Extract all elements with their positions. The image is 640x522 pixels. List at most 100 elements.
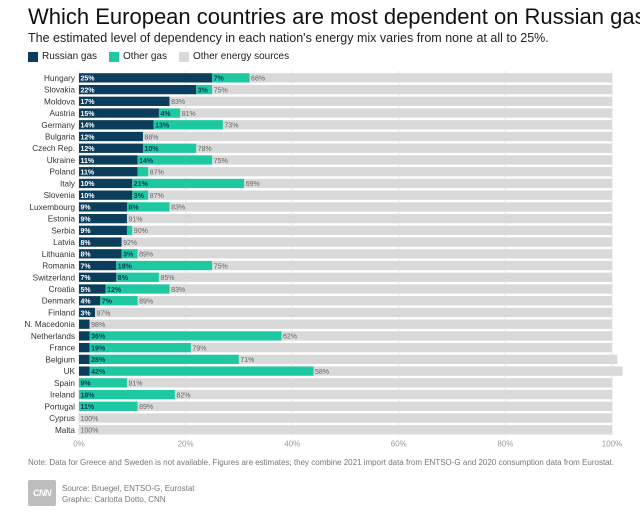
bar-other-energy-sources-cyprus (79, 413, 612, 423)
data-label-russian-gas-slovenia: 10% (81, 193, 96, 200)
bar-other-gas-luxembourg (126, 202, 170, 212)
bar-other-energy-sources-romania (212, 260, 612, 271)
legend-item-other-energy: Other energy sources (178, 50, 289, 64)
data-label-other-energy-sources-latvia: 92% (123, 240, 137, 247)
x-tick-label-60: 60% (391, 440, 407, 449)
data-label-other-energy-sources-ukraine: 75% (214, 158, 228, 165)
category-label-croatia: Croatia (49, 285, 76, 294)
data-label-other-gas-italy: 21% (134, 181, 149, 188)
category-label-luxembourg: Luxembourg (29, 203, 75, 212)
category-label-denmark: Denmark (42, 297, 76, 306)
bar-russian-gas-slovenia (79, 190, 133, 200)
bar-other-gas-uk (89, 366, 314, 376)
data-label-other-energy-sources-bulgaria: 88% (144, 134, 158, 141)
bar-other-gas-lithuania (121, 249, 138, 259)
bar-other-energy-sources-spain (126, 378, 612, 388)
data-label-other-energy-sources-slovenia: 87% (150, 193, 164, 200)
bar-russian-gas-uk (79, 366, 90, 376)
data-label-other-gas-slovenia: 3% (134, 193, 145, 200)
data-label-russian-gas-estonia: 9% (81, 216, 92, 223)
bar-russian-gas-estonia (79, 213, 127, 224)
x-tick-label-0: 0% (73, 440, 85, 449)
data-label-other-energy-sources-czech-rep: 78% (198, 146, 212, 153)
bar-other-energy-sources-malta (79, 425, 612, 435)
category-label-n-macedonia: N. Macedonia (24, 320, 75, 329)
category-label-france: France (50, 344, 76, 353)
bar-russian-gas-belgium (79, 354, 90, 365)
bar-other-energy-sources-n-macedonia (89, 319, 612, 329)
bar-other-energy-sources-denmark (137, 296, 612, 306)
data-label-other-energy-sources-finland: 97% (96, 310, 110, 317)
data-label-russian-gas-bulgaria: 12% (81, 134, 96, 141)
data-label-other-energy-sources-france: 79% (192, 345, 206, 352)
bar-other-gas-romania (116, 260, 213, 271)
data-label-russian-gas-hungary: 25% (81, 76, 96, 83)
category-label-switzerland: Switzerland (33, 273, 76, 282)
data-label-other-gas-switzerland: 8% (118, 275, 129, 282)
legend-label-russian-gas: Russian gas (42, 51, 98, 62)
data-label-russian-gas-ukraine: 11% (81, 158, 95, 165)
data-label-other-energy-sources-estonia: 91% (128, 216, 142, 223)
bar-russian-gas-lithuania (79, 249, 122, 259)
category-label-spain: Spain (54, 379, 75, 388)
data-label-other-gas-netherlands: 36% (91, 334, 106, 341)
data-label-other-energy-sources-austria: 81% (182, 111, 196, 118)
bar-other-energy-sources-austria (180, 108, 612, 118)
bar-other-gas-spain (79, 378, 127, 388)
data-label-other-energy-sources-uk: 58% (315, 369, 329, 376)
data-label-other-energy-sources-poland: 87% (150, 170, 164, 177)
bar-russian-gas-moldova (79, 96, 170, 106)
category-label-uk: UK (64, 367, 76, 376)
bar-other-gas-switzerland (116, 272, 159, 282)
data-label-other-energy-sources-spain: 91% (128, 381, 142, 388)
category-label-belgium: Belgium (45, 355, 75, 364)
legend-swatch-other-gas (109, 52, 120, 62)
data-label-other-energy-sources-portugal: 89% (139, 404, 153, 411)
bar-other-energy-sources-poland (148, 167, 613, 177)
category-label-germany: Germany (41, 121, 76, 130)
data-label-other-gas-czech-rep: 10% (144, 146, 159, 153)
category-label-cyprus: Cyprus (49, 414, 75, 423)
legend-item-other-gas: Other gas (109, 50, 167, 64)
data-label-russian-gas-latvia: 8% (81, 240, 92, 247)
data-label-other-energy-sources-belgium: 71% (240, 357, 254, 364)
bar-other-energy-sources-netherlands (281, 331, 612, 341)
x-tick-label-80: 80% (497, 440, 513, 449)
bar-other-energy-sources-luxembourg (169, 202, 613, 212)
bar-other-energy-sources-switzerland (158, 272, 612, 282)
category-label-romania: Romania (42, 262, 75, 271)
bar-russian-gas-hungary (79, 73, 213, 83)
bar-other-gas-italy (132, 178, 245, 189)
data-label-other-gas-ukraine: 14% (139, 158, 154, 165)
cnn-logo: CNN (28, 480, 56, 506)
bar-russian-gas-netherlands (79, 331, 90, 341)
data-label-russian-gas-germany: 14% (81, 123, 96, 130)
category-label-hungary: Hungary (44, 74, 76, 83)
category-label-ukraine: Ukraine (47, 156, 76, 165)
bar-other-gas-poland (137, 167, 149, 177)
data-label-other-energy-sources-romania: 75% (214, 263, 228, 270)
bar-other-gas-portugal (79, 401, 138, 411)
bar-other-gas-austria (158, 108, 181, 118)
bar-russian-gas-luxembourg (79, 202, 127, 212)
data-label-other-energy-sources-croatia: 83% (171, 287, 185, 294)
category-label-ireland: Ireland (50, 391, 75, 400)
data-label-russian-gas-finland: 3% (81, 310, 92, 317)
bar-russian-gas-germany (79, 120, 154, 130)
bar-russian-gas-serbia (79, 225, 127, 236)
category-label-finland: Finland (48, 308, 75, 317)
data-label-russian-gas-serbia: 9% (81, 228, 92, 235)
bar-other-energy-sources-bulgaria (142, 131, 612, 142)
bar-other-energy-sources-germany (222, 120, 612, 130)
bar-other-gas-belgium (89, 354, 239, 365)
bar-other-energy-sources-lithuania (137, 249, 612, 259)
data-label-other-gas-hungary: 7% (214, 76, 225, 83)
bar-other-energy-sources-slovenia (148, 190, 613, 200)
bar-other-gas-netherlands (89, 331, 282, 341)
category-label-slovakia: Slovakia (44, 86, 75, 95)
legend-swatch-russian-gas (28, 52, 38, 62)
data-label-other-gas-germany: 13% (155, 123, 170, 130)
bar-russian-gas-poland (79, 167, 138, 177)
data-label-other-energy-sources-lithuania: 89% (139, 252, 153, 259)
bar-other-energy-sources-uk (313, 366, 623, 376)
